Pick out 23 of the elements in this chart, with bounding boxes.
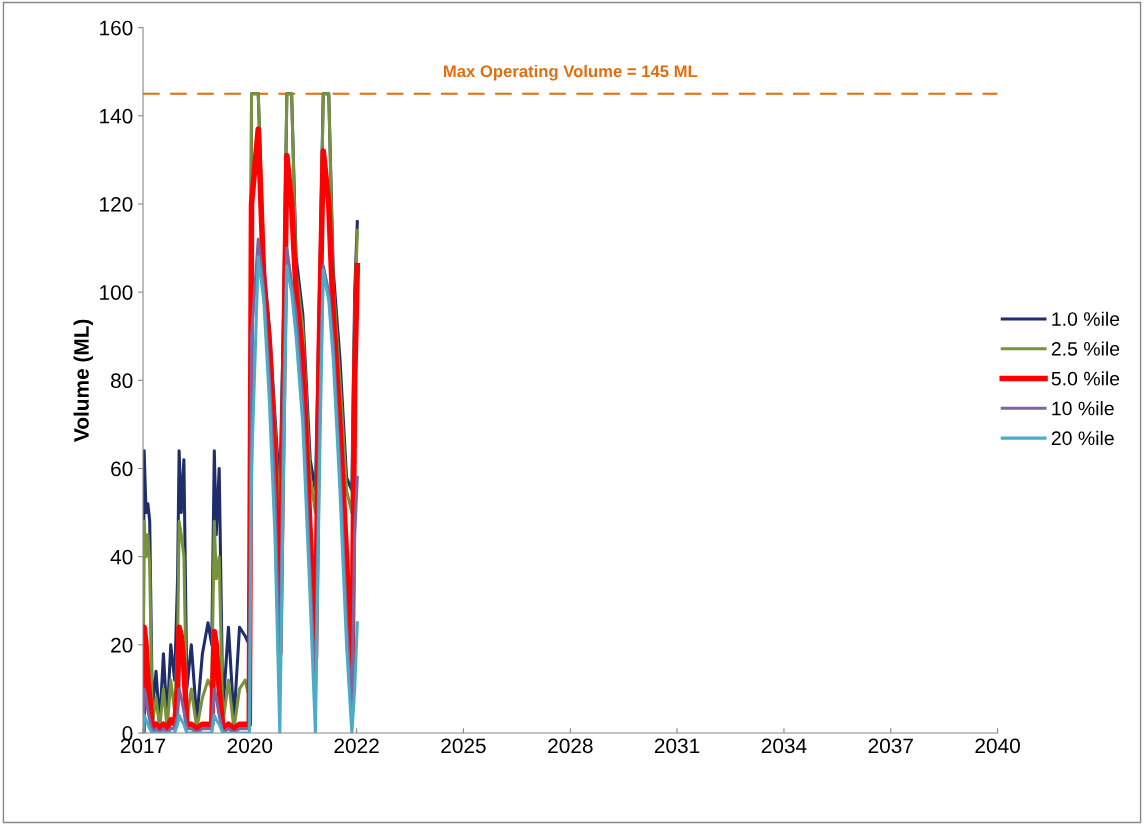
x-tick-label: 2037 [868,738,913,754]
y-tick-label: 100 [100,285,133,300]
x-tick-label: 2022 [334,738,379,754]
x-tick-label: 2028 [548,738,593,754]
legend-label: 1.0 %ile [1052,311,1120,326]
legend-label: 10 %ile [1052,401,1114,416]
legend-label: 2.5 %ile [1051,341,1120,356]
y-axis-title: Volume (ML) [73,319,93,442]
x-tick-label: 2025 [441,738,486,754]
y-tick-label: 80 [111,373,133,389]
x-tick-label: 2034 [761,738,807,754]
x-tick-label: 2031 [654,738,700,754]
legend-label: 5.0 %ile [1051,371,1120,386]
y-tick-label: 40 [110,549,133,565]
y-tick-label: 120 [100,196,133,212]
x-tick-label: 2020 [227,738,273,754]
y-tick-label: 160 [100,20,133,36]
x-tick-label: 2040 [975,738,1020,754]
legend-label: 20 %ile [1051,430,1114,446]
y-tick-label: 60 [111,461,133,477]
y-tick-label: 140 [100,108,133,124]
ref-line-label: Max Operating Volume = 145 ML [443,64,698,81]
y-tick-label: 20 [111,637,133,653]
